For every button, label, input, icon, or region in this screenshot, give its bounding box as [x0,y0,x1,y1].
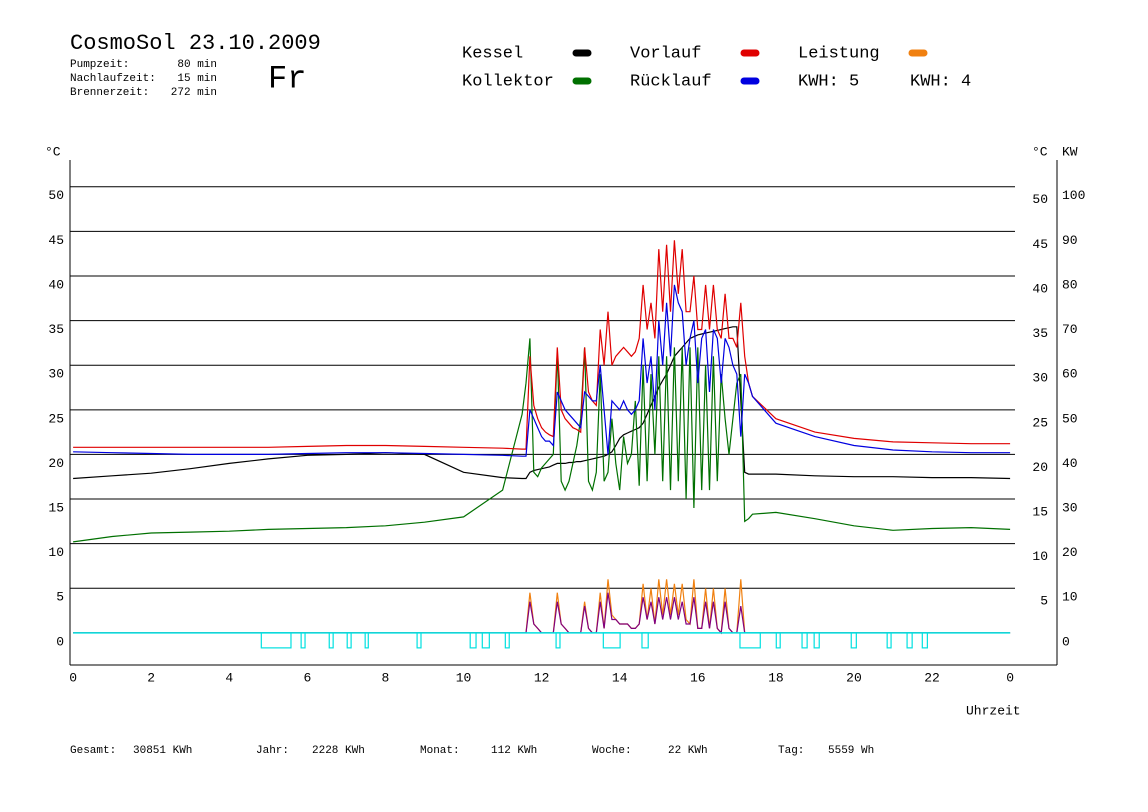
x-tick-label: 22 [924,670,940,685]
pump-interval [504,632,510,649]
y-tick-label: 50 [48,188,64,203]
y-tick-label: 10 [48,545,64,560]
y2-tick-label: 90 [1062,233,1078,248]
pump-interval [481,632,490,649]
y2-unit: KW [1062,144,1078,159]
y-tick-label-right: 50 [1032,192,1048,207]
y2-tick-label: 10 [1062,590,1078,605]
pump-interval [801,632,808,649]
total-label: KWH: 5 [798,72,859,91]
y-tick-label: 15 [48,500,64,515]
y-tick-label-right: 5 [1040,594,1048,609]
x-tick-label: 14 [612,670,628,685]
total-label: KWH: 4 [910,72,971,91]
y2-tick-label: 80 [1062,277,1078,292]
legend-label: Vorlauf [630,44,701,63]
pump-interval [260,632,292,649]
stat-value: 15 min [177,73,217,85]
y2-tick-label: 30 [1062,500,1078,515]
footer-value: 22 KWh [668,745,708,757]
stat-value: 272 min [171,87,217,99]
stat-value: 80 min [177,59,217,71]
y2-tick-label: 70 [1062,322,1078,337]
y2-tick-label: 50 [1062,411,1078,426]
y-tick-label: 35 [48,322,64,337]
x-axis-label: Uhrzeit [966,703,1021,718]
stat-label: Nachlaufzeit: [70,73,156,85]
y-tick-label: 40 [48,277,64,292]
y2-tick-label: 100 [1062,188,1085,203]
pump-interval [555,632,561,649]
x-tick-label: 18 [768,670,784,685]
y-tick-label-right: 20 [1032,460,1048,475]
series-line [73,338,1011,543]
pump-interval [850,632,857,649]
pump-interval [364,632,369,649]
x-tick-label: 16 [690,670,706,685]
legend-label: Leistung [798,44,880,63]
x-tick-label: 8 [382,670,390,685]
series-line [73,284,1011,457]
y2-tick-label: 0 [1062,634,1070,649]
y2-tick-label: 20 [1062,545,1078,560]
pump-interval [328,632,334,649]
y-tick-label-right: 10 [1032,549,1048,564]
y2-tick-label: 60 [1062,367,1078,382]
footer-value: 5559 Wh [828,745,874,757]
y-tick-label-right: 15 [1032,504,1048,519]
footer-label: Gesamt: [70,745,116,757]
pump-interval [602,632,621,649]
pump-interval [921,632,928,649]
y-tick-label: 30 [48,367,64,382]
footer-label: Tag: [778,745,804,757]
pump-interval [416,632,422,649]
pump-interval [641,632,649,649]
series-line [73,326,1011,480]
y-unit-right: °C [1032,144,1048,159]
pump-interval [813,632,820,649]
y-tick-label-right: 35 [1032,326,1048,341]
footer-label: Jahr: [256,745,289,757]
pump-interval [906,632,913,649]
footer-value: 30851 KWh [133,745,192,757]
x-tick-label: 6 [303,670,311,685]
legend-label: Kessel [462,44,523,63]
y-tick-label: 0 [56,634,64,649]
legend-label: Rücklauf [630,72,712,91]
x-tick-label: 0 [1006,670,1014,685]
pump-interval [739,632,761,649]
x-tick-label: 10 [456,670,472,685]
footer-label: Woche: [592,745,632,757]
y-tick-label-right: 25 [1032,415,1048,430]
y2-tick-label: 40 [1062,456,1078,471]
weekday: Fr [268,60,306,97]
x-tick-label: 2 [147,670,155,685]
pump-interval [346,632,352,649]
x-tick-label: 12 [534,670,550,685]
y-tick-label: 5 [56,590,64,605]
stat-label: Pumpzeit: [70,59,129,71]
x-tick-label: 20 [846,670,862,685]
pump-interval [775,632,781,649]
y-tick-label: 45 [48,233,64,248]
pump-interval [886,632,892,649]
y-tick-label: 20 [48,456,64,471]
y-tick-label-right: 30 [1032,371,1048,386]
legend-label: Kollektor [462,72,554,91]
pump-interval [469,632,477,649]
x-tick-label: 4 [225,670,233,685]
y-unit: °C [45,144,61,159]
y-tick-label-right: 40 [1032,281,1048,296]
x-tick-label: 0 [69,670,77,685]
footer-value: 112 KWh [491,745,537,757]
footer-label: Monat: [420,745,460,757]
footer-value: 2228 KWh [312,745,365,757]
stat-label: Brennerzeit: [70,87,149,99]
y-tick-label: 25 [48,411,64,426]
y-tick-label-right: 45 [1032,237,1048,252]
pump-interval [300,632,306,649]
chart-title: CosmoSol 23.10.2009 [70,31,321,56]
